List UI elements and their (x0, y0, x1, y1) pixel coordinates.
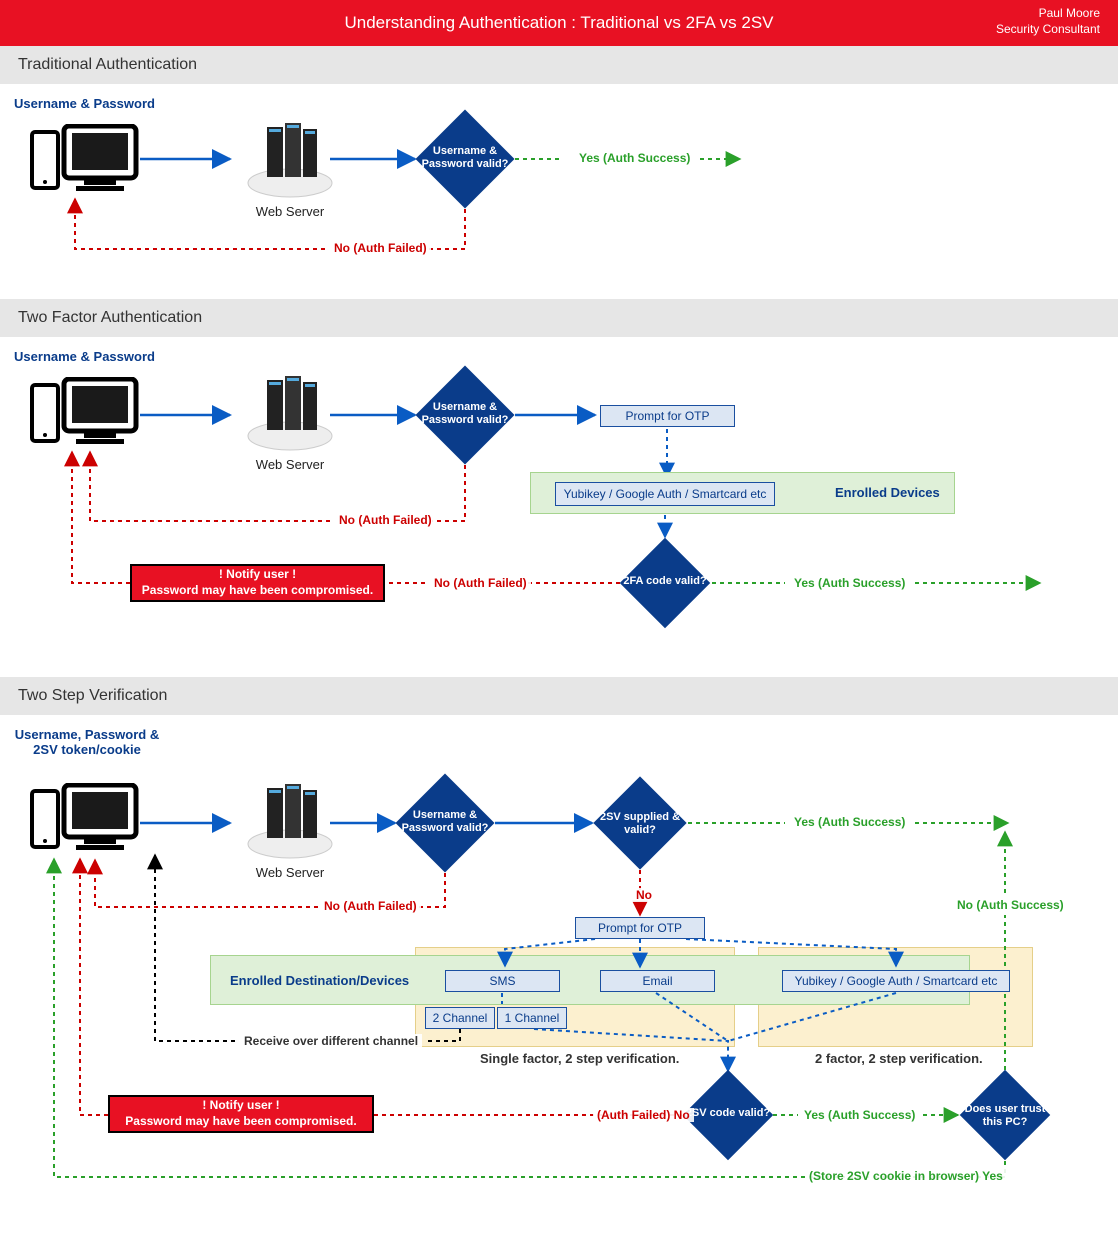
alert-line2: Password may have been compromised. (142, 583, 373, 599)
edge-yes: Yes (Auth Success) (575, 151, 694, 165)
alert-line1: ! Notify user ! (219, 567, 296, 583)
ch1-box: 1 Channel (497, 1007, 567, 1029)
section-traditional-header: Traditional Authentication (0, 46, 1118, 84)
banner-title: Understanding Authentication : Tradition… (344, 13, 773, 33)
edge-yes1-2sv: Yes (Auth Success) (790, 815, 909, 829)
server-icon (245, 119, 335, 209)
edge-yes-2fa: Yes (Auth Success) (790, 576, 909, 590)
yellow1-caption: Single factor, 2 step verification. (480, 1051, 679, 1066)
client-icon-2sv (30, 783, 140, 863)
devices-box: Yubikey / Google Auth / Smartcard etc (555, 482, 775, 506)
banner-author: Paul Moore Security Consultant (996, 6, 1100, 37)
webserver-caption-2fa: Web Server (245, 457, 335, 472)
alert-line1-2sv: ! Notify user ! (202, 1098, 279, 1114)
author-name: Paul Moore (996, 6, 1100, 22)
enrolled-label: Enrolled Devices (835, 485, 940, 500)
server-icon-2sv (245, 780, 335, 870)
section-2sv-header: Two Step Verification (0, 677, 1118, 715)
edge-store: (Store 2SV cookie in browser) Yes (805, 1169, 1007, 1183)
edge-recv: Receive over different channel (240, 1034, 422, 1048)
edge-no2-2sv: No (632, 888, 656, 902)
alert-box-2fa: ! Notify user ! Password may have been c… (130, 564, 385, 602)
section-2fa-header: Two Factor Authentication (0, 299, 1118, 337)
edge-yes3-2sv: Yes (Auth Success) (800, 1108, 919, 1122)
edge-no2-2fa: No (Auth Failed) (430, 576, 531, 590)
author-role: Security Consultant (996, 22, 1100, 38)
ch2-box: 2 Channel (425, 1007, 495, 1029)
enrolled-label-2sv: Enrolled Destination/Devices (230, 973, 409, 988)
prompt-otp-box: Prompt for OTP (600, 405, 735, 427)
prompt-otp-2sv: Prompt for OTP (575, 917, 705, 939)
webserver-caption-2sv: Web Server (245, 865, 335, 880)
client-icon (30, 124, 140, 204)
edge-no3-2sv: (Auth Failed) No (593, 1108, 694, 1122)
edge-no1-2fa: No (Auth Failed) (335, 513, 436, 527)
alert-line2-2sv: Password may have been compromised. (125, 1114, 356, 1130)
wires-traditional (0, 84, 1118, 299)
yellow2-caption: 2 factor, 2 step verification. (815, 1051, 983, 1066)
yubi-box: Yubikey / Google Auth / Smartcard etc (782, 970, 1010, 992)
edge-no4-2sv: No (Auth Success) (953, 898, 1068, 912)
edge-no1-2sv: No (Auth Failed) (320, 899, 421, 913)
client-icon-2fa (30, 377, 140, 457)
canvas-2sv: Username, Password & 2SV token/cookie We… (0, 715, 1118, 1245)
edge-no: No (Auth Failed) (330, 241, 431, 255)
canvas-traditional: Username & Password Web Server Username … (0, 84, 1118, 299)
input-label-2sv: Username, Password & 2SV token/cookie (12, 727, 162, 757)
webserver-caption: Web Server (245, 204, 335, 219)
banner: Understanding Authentication : Tradition… (0, 0, 1118, 46)
input-label-2fa: Username & Password (12, 349, 157, 364)
input-label: Username & Password (12, 96, 157, 111)
sms-box: SMS (445, 970, 560, 992)
canvas-2fa: Username & Password Web Server Username … (0, 337, 1118, 677)
server-icon-2fa (245, 372, 335, 462)
email-box: Email (600, 970, 715, 992)
alert-box-2sv: ! Notify user ! Password may have been c… (108, 1095, 374, 1133)
